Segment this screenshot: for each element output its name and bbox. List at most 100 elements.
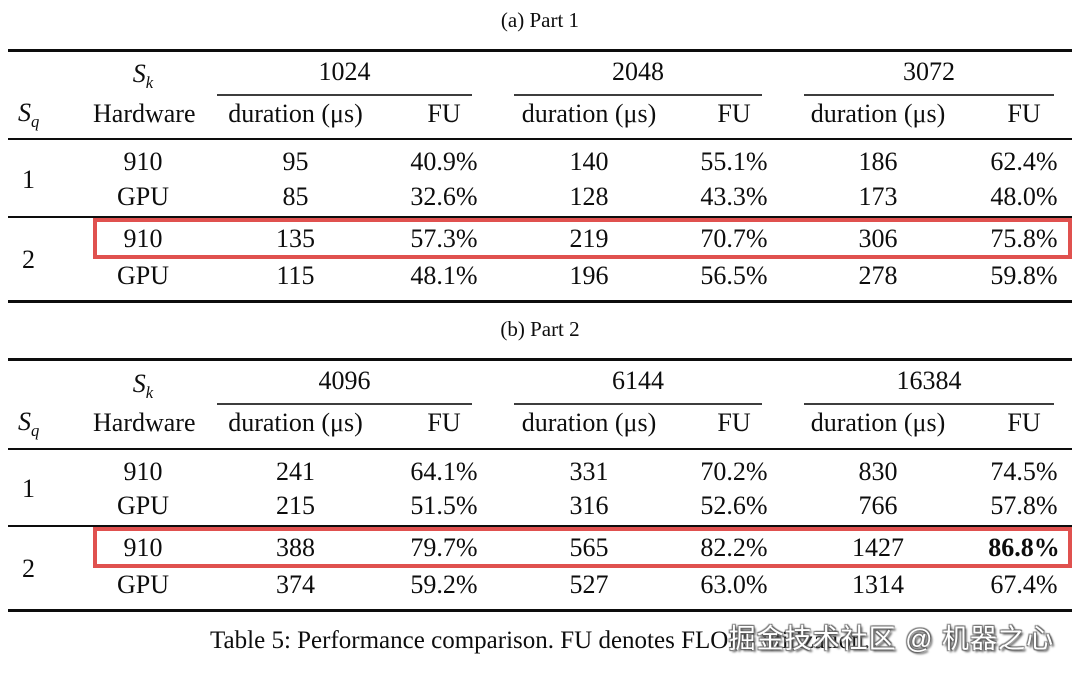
- fu-cell: 59.2%: [410, 569, 478, 599]
- table-caption: Table 5: Performance comparison. FU deno…: [210, 627, 870, 655]
- group-header-16384: 16384: [780, 360, 1072, 405]
- duration-cell: 128: [569, 182, 609, 212]
- group-header-2048: 2048: [490, 51, 780, 96]
- highlighted-row: 2 910 388 79.7% 565 82.2% 1427 86.8%: [8, 525, 1072, 611]
- fu-cell: 67.4%: [990, 569, 1058, 599]
- duration-cell: 135: [193, 215, 398, 259]
- duration-cell: 95: [282, 147, 309, 177]
- part2-group-header-row: Sk 4096 6144 16384: [8, 360, 1072, 405]
- hardware-header: Hardware: [93, 404, 196, 450]
- fu-cell: 79.7%: [398, 525, 490, 568]
- group-header-1024: 1024: [193, 51, 490, 96]
- duration-cell: 278: [858, 260, 898, 290]
- table-row: 1 910 95 40.9% 140 55.1% 186 62.4%: [8, 139, 1072, 194]
- fu-cell: 70.2%: [700, 456, 768, 486]
- fu-cell-best: 86.8%: [976, 525, 1072, 568]
- watermark: 掘金技术社区 @ 机器之心: [728, 624, 1054, 654]
- fu-cell: 74.5%: [990, 456, 1058, 486]
- sq-value: 1: [22, 474, 35, 504]
- duration-cell: 196: [569, 260, 609, 290]
- duration-header: duration (μs): [780, 95, 976, 141]
- duration-header: duration (μs): [193, 95, 398, 141]
- fu-cell: 48.0%: [990, 182, 1058, 212]
- fu-cell: 59.8%: [990, 260, 1058, 290]
- hardware-header: Hardware: [93, 95, 196, 141]
- hardware-cell: 910: [123, 456, 163, 486]
- part2-label: (b) Part 2: [500, 317, 580, 342]
- fu-cell: 64.1%: [410, 456, 478, 486]
- duration-header: duration (μs): [193, 404, 398, 450]
- table-row: 1 910 241 64.1% 331 70.2% 830 74.5%: [8, 449, 1072, 504]
- duration-cell: 316: [569, 491, 609, 521]
- fu-cell: 56.5%: [700, 260, 768, 290]
- fu-cell: 57.3%: [398, 215, 490, 259]
- duration-cell: 306: [780, 215, 976, 259]
- fu-cell: 51.5%: [410, 491, 478, 521]
- duration-cell: 173: [858, 182, 898, 212]
- fu-cell: 43.3%: [700, 182, 768, 212]
- table-row: GPU 115 48.1% 196 56.5% 278 59.8%: [8, 259, 1072, 302]
- hardware-cell: GPU: [116, 182, 169, 212]
- sk-label: Sk: [132, 368, 154, 402]
- empty-corner: [8, 360, 93, 405]
- hardware-cell: 910: [93, 215, 193, 259]
- fu-cell: 70.7%: [688, 215, 780, 259]
- table-row: GPU 374 59.2% 527 63.0% 1314 67.4%: [8, 568, 1072, 611]
- fu-cell: 40.9%: [410, 147, 478, 177]
- duration-header: duration (μs): [490, 404, 688, 450]
- fu-header: FU: [688, 95, 780, 141]
- sq-label: Sq: [8, 404, 93, 450]
- group-header-6144: 6144: [490, 360, 780, 405]
- duration-cell: 215: [276, 491, 315, 521]
- sq-label: Sq: [8, 95, 93, 141]
- fu-header: FU: [398, 404, 490, 450]
- highlighted-row: 2 910 135 57.3% 219 70.7% 306 75.8%: [8, 215, 1072, 302]
- sk-label: Sk: [132, 59, 154, 93]
- hardware-cell: GPU: [116, 260, 169, 290]
- duration-cell: 766: [858, 491, 898, 521]
- hardware-cell: 910: [93, 525, 193, 568]
- fu-cell: 82.2%: [688, 525, 780, 568]
- duration-cell: 830: [858, 456, 898, 486]
- fu-cell: 62.4%: [990, 147, 1058, 177]
- table-row: GPU 215 51.5% 316 52.6% 766 57.8%: [8, 489, 1072, 526]
- part1-table: Sk 1024 2048 3072 Sq Hardware duration (…: [8, 49, 1072, 304]
- fu-cell: 32.6%: [410, 182, 478, 212]
- duration-cell: 331: [569, 456, 609, 486]
- duration-cell: 374: [276, 569, 315, 599]
- sq-value: 2: [8, 525, 93, 611]
- fu-cell: 55.1%: [700, 147, 768, 177]
- fu-header: FU: [976, 404, 1072, 450]
- duration-cell: 85: [282, 182, 309, 212]
- hardware-cell: GPU: [116, 491, 169, 521]
- fu-header: FU: [398, 95, 490, 141]
- fu-header: FU: [688, 404, 780, 450]
- part2-table: Sk 4096 6144 16384 Sq Hardware duration …: [8, 358, 1072, 613]
- part1-group-header-row: Sk 1024 2048 3072: [8, 51, 1072, 96]
- part1-column-header-row: Sq Hardware duration (μs) FU duration (μ…: [8, 95, 1072, 141]
- hardware-cell: GPU: [116, 569, 169, 599]
- empty-corner: [8, 51, 93, 96]
- part1-label: (a) Part 1: [500, 8, 580, 32]
- duration-cell: 186: [858, 147, 898, 177]
- fu-cell: 57.8%: [990, 491, 1058, 521]
- fu-header: FU: [976, 95, 1072, 141]
- fu-cell: 75.8%: [976, 215, 1072, 259]
- duration-cell: 115: [276, 260, 315, 290]
- duration-header: duration (μs): [780, 404, 976, 450]
- hardware-cell: 910: [123, 147, 163, 177]
- duration-header: duration (μs): [490, 95, 688, 141]
- group-header-3072: 3072: [780, 51, 1072, 96]
- fu-cell: 52.6%: [700, 491, 768, 521]
- fu-cell: 63.0%: [700, 569, 768, 599]
- duration-cell: 140: [569, 147, 609, 177]
- duration-cell: 388: [193, 525, 398, 568]
- fu-cell: 48.1%: [410, 260, 478, 290]
- part2-column-header-row: Sq Hardware duration (μs) FU duration (μ…: [8, 404, 1072, 450]
- table-row: GPU 85 32.6% 128 43.3% 173 48.0%: [8, 180, 1072, 217]
- sq-value: 2: [8, 215, 93, 302]
- duration-cell: 527: [569, 569, 609, 599]
- duration-cell: 241: [276, 456, 315, 486]
- duration-cell: 219: [490, 215, 688, 259]
- sq-value: 1: [22, 165, 35, 195]
